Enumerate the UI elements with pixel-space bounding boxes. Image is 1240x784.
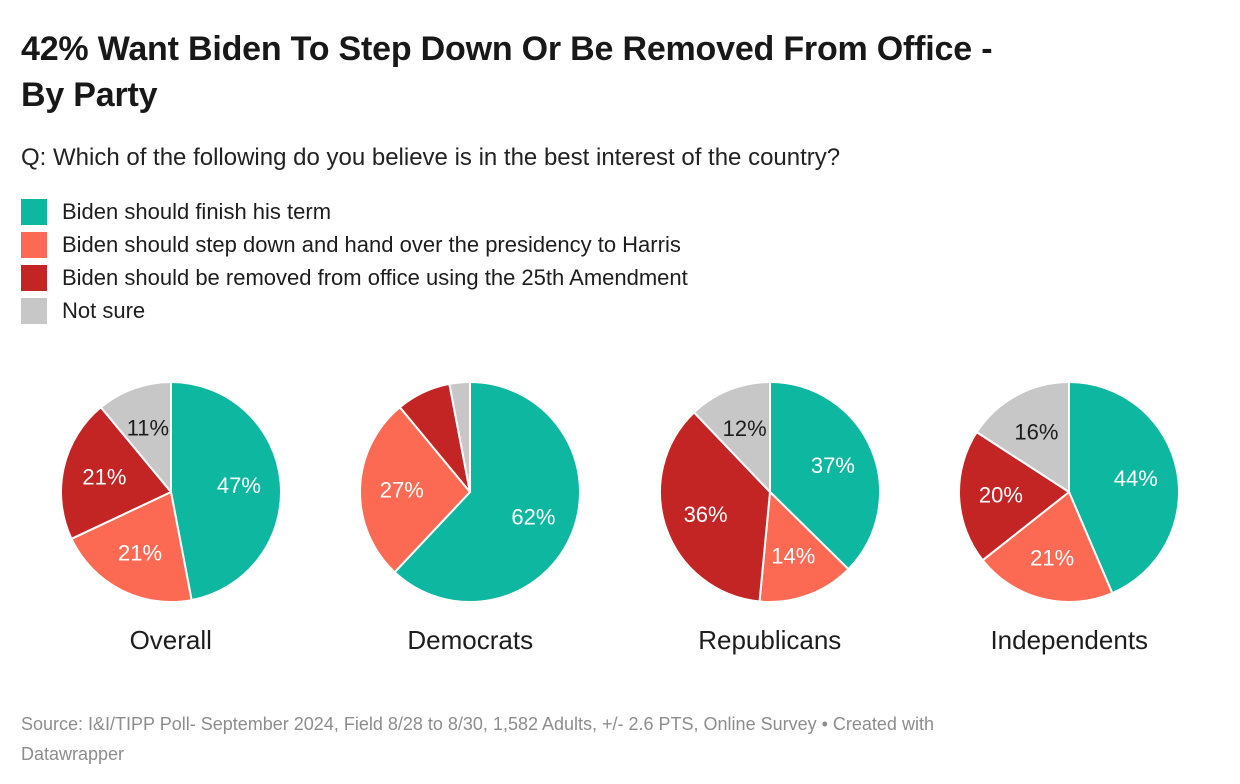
pie-independents[interactable]: 44% 21% 20% 16% Independents [920, 380, 1220, 656]
pie-chart-svg[interactable]: 62% 27% [358, 380, 582, 604]
chart-subtitle: Q: Which of the following do you believe… [21, 144, 841, 172]
pies-row: 47% 21% 21% 11% Overall 62% 27% Democrats 37% 14%… [21, 380, 1219, 656]
pie-slice[interactable] [70, 491, 193, 604]
pie-slice[interactable] [975, 381, 1071, 494]
pie-democrats[interactable]: 62% 27% Democrats [321, 380, 621, 656]
slice-label: 21% [1030, 546, 1074, 571]
legend-label: Biden should step down and hand over the… [62, 232, 681, 258]
legend-item-not-sure: Not sure [21, 298, 1219, 325]
slice-label: 11% [126, 416, 168, 441]
slice-label: 14% [771, 544, 815, 569]
slice-label: 44% [1114, 466, 1158, 491]
pie-slice[interactable] [393, 381, 582, 604]
pie-republicans[interactable]: 37% 14% 36% 12% Republicans [620, 380, 920, 656]
pie-caption: Republicans [698, 625, 842, 656]
legend-swatch-icon [21, 199, 47, 226]
pie-slice[interactable] [958, 431, 1071, 562]
slice-label: 37% [811, 454, 855, 479]
pie-chart-svg[interactable]: 37% 14% 36% 12% [658, 380, 882, 604]
slice-label: 21% [82, 465, 126, 490]
pie-chart-svg[interactable]: 47%21%21%11% [59, 380, 283, 604]
pie-slice[interactable] [1068, 381, 1181, 595]
pie-slice[interactable] [658, 411, 771, 603]
legend-label: Biden should finish his term [62, 199, 332, 225]
legend-swatch-icon [21, 265, 47, 292]
legend-label: Biden should be removed from office usin… [62, 265, 688, 291]
pie-overall[interactable]: 47% 21% 21% 11% Overall [21, 380, 321, 656]
legend-swatch-icon [21, 232, 47, 259]
pie-caption: Democrats [407, 625, 534, 656]
pie-slice[interactable] [59, 406, 172, 541]
legend-label: Not sure [62, 298, 146, 324]
source-attribution: Source: I&I/TIPP Poll- September 2024, F… [21, 714, 934, 765]
pie-slice[interactable] [768, 381, 881, 571]
legend-item-finish-term: Biden should finish his term [21, 199, 1219, 226]
legend: Biden should finish his term Biden shoul… [21, 199, 1219, 325]
slice-label: 27% [380, 478, 424, 503]
pie-slice[interactable] [448, 381, 472, 494]
slice-label: 21% [118, 541, 162, 566]
slice-label: 20% [979, 483, 1023, 508]
pie-slice[interactable] [981, 491, 1114, 604]
slice-label: 12% [722, 417, 766, 442]
pie-slice[interactable] [359, 406, 472, 574]
slice-label: 47% [217, 474, 261, 499]
pie-caption: Independents [990, 625, 1149, 656]
slice-label: 62% [512, 505, 556, 530]
page-title: 42% Want Biden To Step Down Or Be Remove… [21, 30, 993, 115]
slice-label: 36% [683, 502, 727, 527]
legend-item-step-down: Biden should step down and hand over the… [21, 232, 1219, 259]
pie-slice[interactable] [99, 381, 172, 494]
pie-caption: Overall [129, 625, 212, 656]
legend-item-removed-25th: Biden should be removed from office usin… [21, 265, 1219, 292]
pie-slice[interactable] [758, 491, 850, 604]
pie-chart-svg[interactable]: 44% 21% 20% 16% [957, 380, 1181, 604]
pie-slice[interactable] [169, 381, 282, 602]
slice-label: 16% [1015, 420, 1059, 445]
legend-swatch-icon [21, 298, 47, 325]
pie-slice[interactable] [692, 381, 771, 494]
